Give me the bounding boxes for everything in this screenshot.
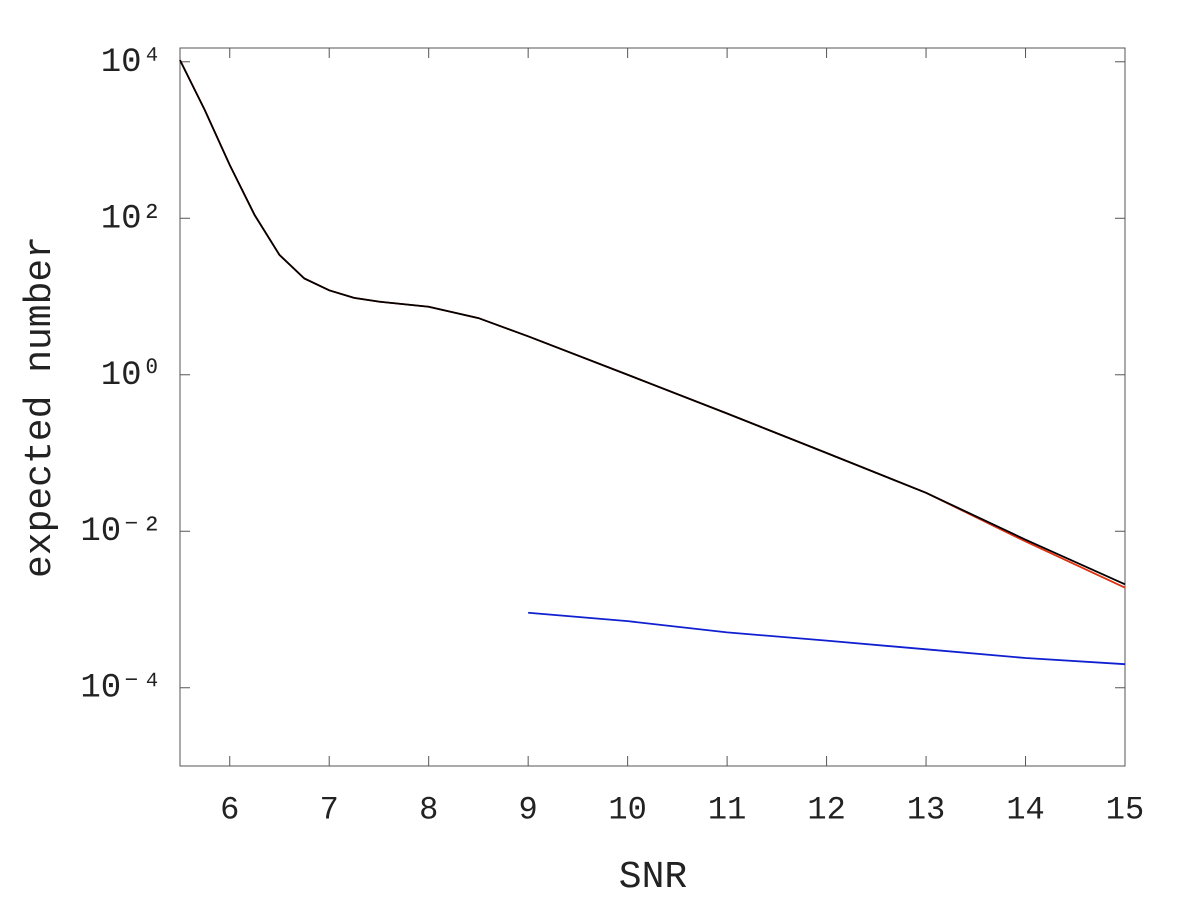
y-axis-label: expected number bbox=[19, 236, 62, 578]
y-tick-label: 10⁴ bbox=[101, 44, 162, 82]
y-tick-label: 10⁻² bbox=[80, 513, 162, 551]
y-tick-label: 10² bbox=[101, 200, 162, 238]
y-tick-label: 10⁰ bbox=[101, 357, 162, 395]
x-tick-label: 11 bbox=[708, 791, 746, 828]
series-line bbox=[179, 59, 1126, 589]
x-axis-label: SNR bbox=[619, 856, 687, 899]
x-tick-label: 7 bbox=[320, 791, 339, 828]
x-tick-label: 12 bbox=[807, 791, 845, 828]
x-tick-label: 14 bbox=[1006, 791, 1044, 828]
y-tick-label: 10⁻⁴ bbox=[80, 670, 162, 708]
x-tick-label: 10 bbox=[608, 791, 646, 828]
plot-frame bbox=[179, 47, 1126, 767]
series-line bbox=[528, 611, 1126, 666]
x-tick-label: 13 bbox=[907, 791, 945, 828]
x-tick-label: 6 bbox=[220, 791, 239, 828]
series-line bbox=[179, 59, 1126, 586]
x-tick-label: 15 bbox=[1106, 791, 1144, 828]
x-tick-label: 9 bbox=[519, 791, 538, 828]
x-tick-label: 8 bbox=[419, 791, 438, 828]
